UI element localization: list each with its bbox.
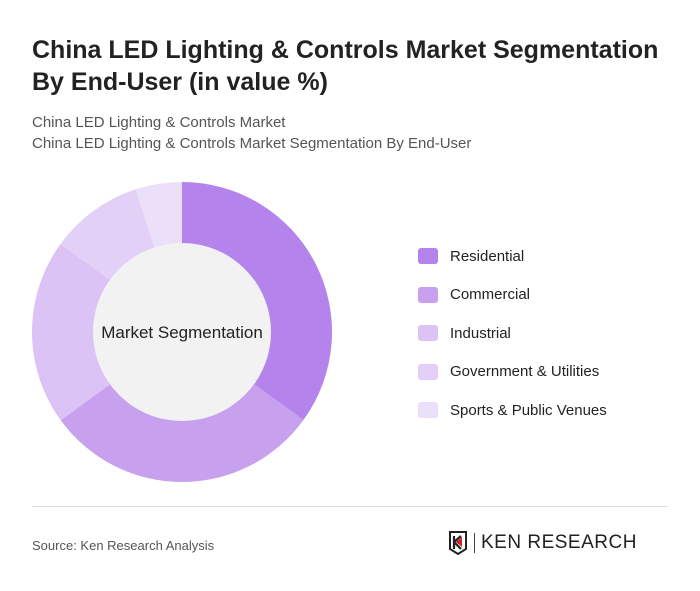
ken-logo-icon: [449, 531, 467, 555]
source-text: Source: Ken Research Analysis: [32, 538, 215, 553]
legend-item[interactable]: Residential: [418, 246, 607, 266]
legend-swatch: [418, 325, 438, 341]
legend-swatch: [418, 248, 438, 264]
legend-item[interactable]: Sports & Public Venues: [418, 400, 607, 420]
legend-label: Industrial: [450, 324, 511, 342]
legend-swatch: [418, 402, 438, 418]
chart-title: China LED Lighting & Controls Market Seg…: [32, 36, 659, 96]
donut-chart: Market Segmentation: [31, 182, 332, 482]
legend: Residential Commercial Industrial Governmen…: [418, 246, 607, 439]
subtitle-market: China LED Lighting & Controls Market: [32, 114, 286, 131]
legend-item[interactable]: Commercial: [418, 285, 607, 305]
legend-label: Government & Utilities: [450, 363, 600, 380]
subtitle-segmentation: China LED Lighting & Controls Market Seg…: [32, 135, 472, 152]
legend-item[interactable]: Government & Utilities: [418, 362, 607, 382]
legend-item[interactable]: Industrial: [418, 323, 607, 343]
divider: [32, 506, 668, 507]
ken-research-logo: KEN RESEARCH: [448, 531, 637, 555]
donut-center: [93, 243, 271, 421]
legend-label: Residential: [450, 247, 525, 265]
center-label: Market Segmentation: [101, 323, 263, 342]
legend-label: Sports & Public Venues: [450, 401, 607, 419]
legend-swatch: [418, 286, 438, 303]
legend-swatch: [418, 363, 438, 380]
legend-label: Commercial: [450, 286, 531, 303]
logo-text: KEN RESEARCH: [474, 533, 637, 553]
